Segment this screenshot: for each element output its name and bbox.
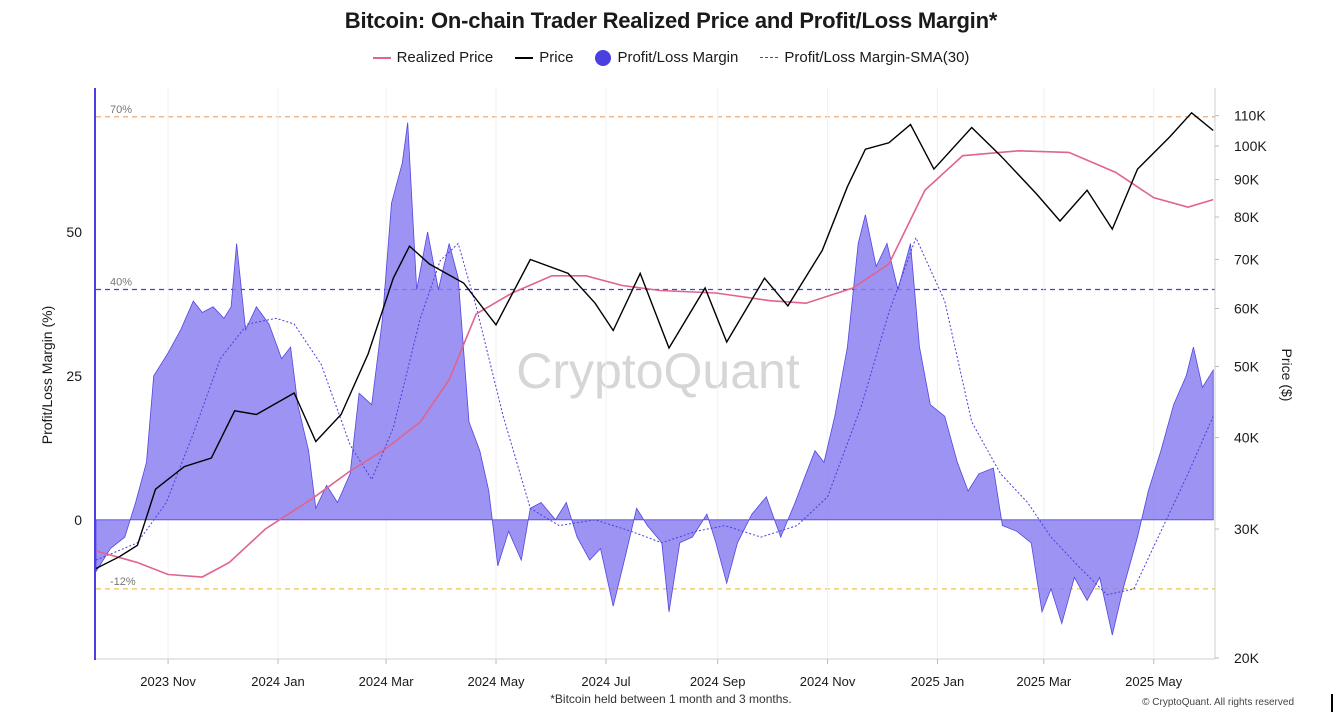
legend: Realized Price Price Profit/Loss Margin … [0, 49, 1342, 66]
legend-label-price: Price [539, 49, 574, 66]
legend-item-realized-price[interactable]: Realized Price [372, 49, 494, 66]
series-area-profit-loss-margin [95, 122, 1214, 636]
legend-label-realized-price: Realized Price [396, 49, 494, 66]
y-tick-label-right-4: 60K [1234, 301, 1260, 317]
x-tick-label-4: 2024 Jul [581, 674, 630, 689]
ref-line-label-2: -12% [110, 576, 136, 588]
x-tick-label-6: 2024 Nov [800, 674, 856, 689]
copyright: © CryptoQuant. All rights reserved [1142, 697, 1294, 708]
watermark: CryptoQuant [516, 343, 800, 399]
legend-item-price[interactable]: Price [515, 49, 573, 66]
y-tick-label-right-7: 90K [1234, 172, 1260, 188]
y-tick-label-right-8: 100K [1234, 138, 1267, 154]
chart-title: Bitcoin: On-chain Trader Realized Price … [344, 8, 998, 33]
legend-swatch-price [515, 56, 534, 59]
x-tick-label-5: 2024 Sep [690, 674, 746, 689]
y-tick-label-right-6: 80K [1234, 209, 1260, 225]
x-tick-label-9: 2025 May [1125, 674, 1183, 689]
edge-marker [1331, 694, 1333, 712]
x-tick-label-2: 2024 Mar [359, 674, 415, 689]
y-tick-label-right-5: 70K [1234, 251, 1260, 267]
footnote: *Bitcoin held between 1 month and 3 mont… [550, 692, 792, 706]
y-tick-label-right-3: 50K [1234, 359, 1260, 375]
series-line-margin-sma [95, 236, 1214, 596]
legend-swatch-realized-price [372, 56, 391, 59]
ref-line-label-1: 40% [110, 277, 132, 289]
x-tick-label-7: 2025 Jan [911, 674, 965, 689]
ref-line-label-0: 70% [110, 104, 132, 116]
x-tick-label-0: 2023 Nov [140, 674, 196, 689]
legend-swatch-margin-sma [760, 57, 779, 58]
y-axis-title-left: Profit/Loss Margin (%) [39, 306, 55, 444]
y-tick-label-left-1: 25 [66, 368, 82, 384]
legend-label-margin: Profit/Loss Margin [617, 49, 739, 66]
y-tick-label-right-9: 110K [1234, 108, 1266, 124]
series-line-price [95, 111, 1214, 570]
x-tick-label-3: 2024 May [467, 674, 525, 689]
series-line-realized-price [95, 149, 1214, 578]
y-tick-label-right-0: 20K [1234, 650, 1260, 666]
y-axis-title-right: Price ($) [1279, 349, 1295, 402]
x-tick-label-1: 2024 Jan [251, 674, 305, 689]
legend-swatch-margin [595, 49, 612, 66]
y-tick-label-left-0: 0 [74, 512, 82, 528]
y-tick-label-right-1: 30K [1234, 521, 1260, 537]
legend-label-margin-sma: Profit/Loss Margin-SMA(30) [784, 49, 970, 66]
y-tick-label-left-2: 50 [66, 224, 82, 240]
x-tick-label-8: 2025 Mar [1016, 674, 1072, 689]
legend-item-margin[interactable]: Profit/Loss Margin [595, 49, 738, 66]
y-tick-label-right-2: 40K [1234, 429, 1260, 445]
legend-item-margin-sma[interactable]: Profit/Loss Margin-SMA(30) [760, 49, 969, 66]
